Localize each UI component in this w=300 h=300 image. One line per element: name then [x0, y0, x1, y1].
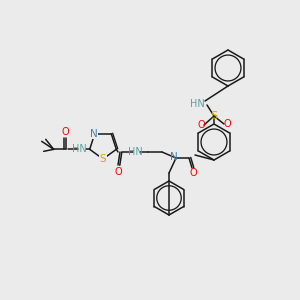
Text: S: S	[210, 111, 218, 121]
Text: N: N	[90, 129, 98, 139]
Text: HN: HN	[190, 99, 204, 109]
Text: O: O	[114, 167, 122, 177]
Text: S: S	[100, 154, 106, 164]
Text: N: N	[170, 152, 178, 162]
Text: HN: HN	[72, 144, 87, 154]
Text: HN: HN	[128, 147, 142, 157]
Text: O: O	[189, 168, 197, 178]
Text: O: O	[62, 127, 70, 137]
Text: O: O	[197, 120, 205, 130]
Text: O: O	[223, 119, 231, 129]
